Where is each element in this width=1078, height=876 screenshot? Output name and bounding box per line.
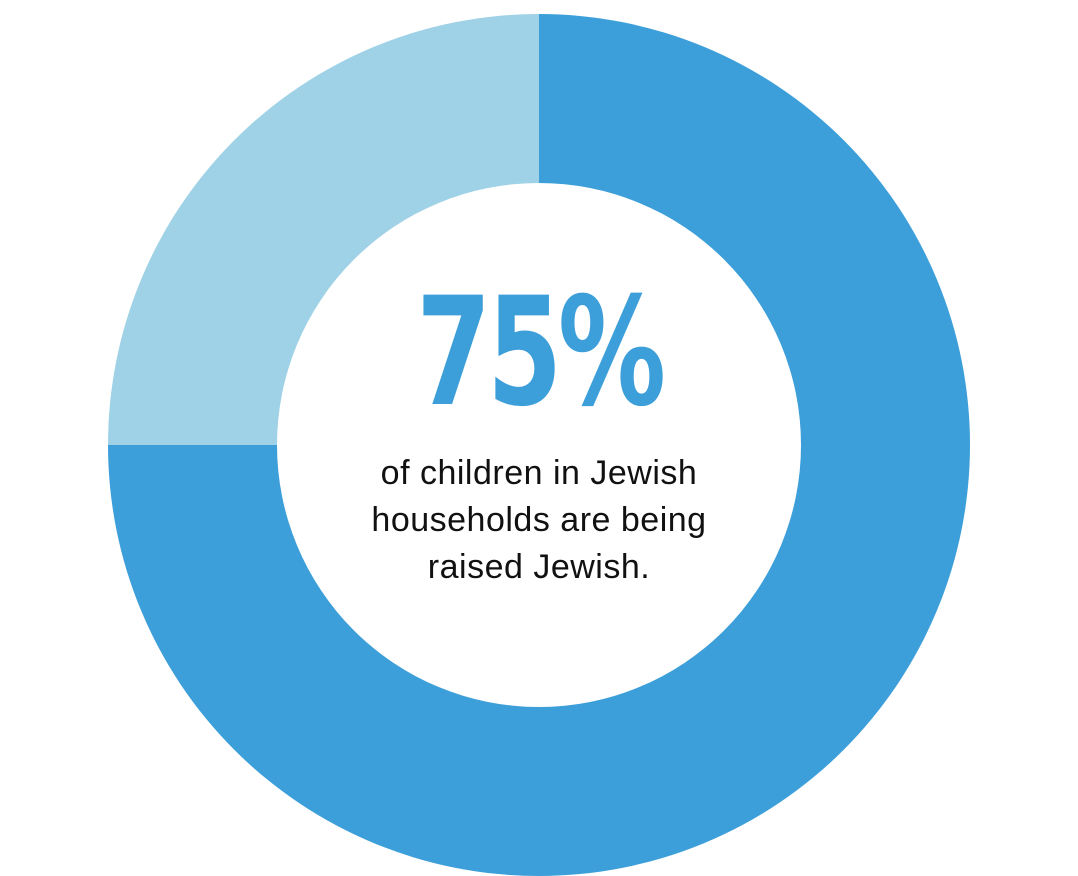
donut-slice-2 [108,14,539,445]
caption-line: raised Jewish. [427,548,651,586]
center-percentage: 75% [416,266,666,440]
donut-slice-1 [108,14,970,876]
caption-line: households are being [371,501,707,539]
caption-line: of children in Jewish [380,454,698,492]
center-caption: of children in Jewish households are bei… [0,450,1078,591]
